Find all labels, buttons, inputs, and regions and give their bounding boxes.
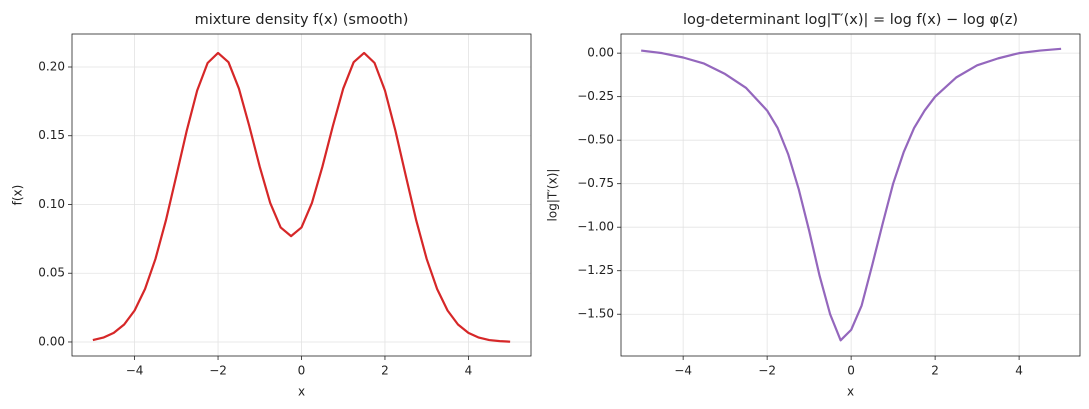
y-tick-label: 0.15: [38, 128, 65, 142]
y-tick-label: −1.50: [577, 307, 614, 321]
x-tick-label: 2: [931, 364, 939, 378]
x-tick-label: −4: [126, 364, 144, 378]
x-tick-label: 0: [847, 364, 855, 378]
y-tick-label: −1.00: [577, 220, 614, 234]
y-tick-label: 0.20: [38, 59, 65, 73]
y-tick-label: 0.10: [38, 197, 65, 211]
y-axis-label: log|T′(x)|: [546, 169, 560, 222]
x-tick-label: 0: [298, 364, 306, 378]
y-tick-label: −0.25: [577, 89, 614, 103]
y-axis-label: f(x): [11, 185, 25, 206]
y-tick-label: 0.00: [38, 334, 65, 348]
axes-frame: [71, 33, 532, 357]
chart-title: mixture density f(x) (smooth): [195, 12, 409, 28]
x-tick-label: −2: [758, 364, 776, 378]
x-axis-label: x: [847, 385, 854, 399]
y-tick-label: 0.00: [587, 46, 614, 60]
x-tick-label: 4: [1015, 364, 1023, 378]
y-tick-label: −0.50: [577, 133, 614, 147]
line-series: [641, 47, 1062, 342]
x-tick-label: −4: [674, 364, 692, 378]
x-tick-label: 4: [465, 364, 473, 378]
x-tick-label: −2: [209, 364, 227, 378]
y-tick-label: −0.75: [577, 176, 614, 190]
chart-title: log-determinant log|T′(x)| = log f(x) − …: [683, 12, 1018, 28]
y-tick-label: 0.05: [38, 266, 65, 280]
line-series: [92, 51, 511, 343]
axes-frame: [620, 33, 1081, 357]
x-axis-label: x: [298, 385, 305, 399]
y-tick-label: −1.25: [577, 263, 614, 277]
x-tick-label: 2: [381, 364, 389, 378]
